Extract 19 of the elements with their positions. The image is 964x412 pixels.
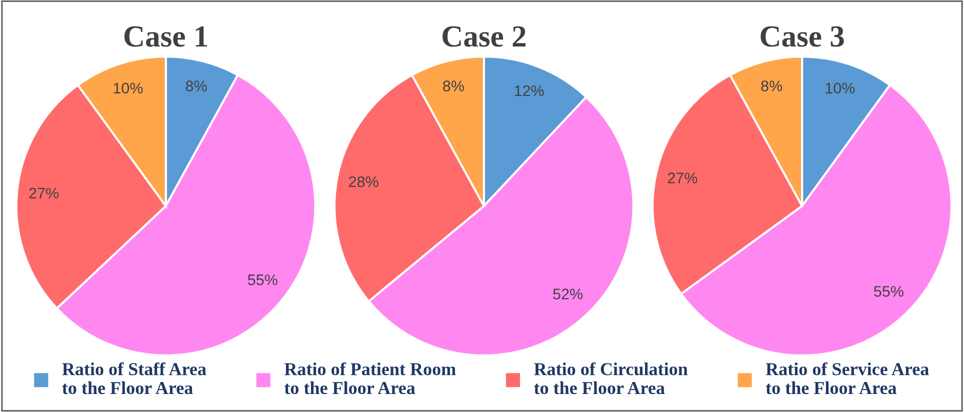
data-label: 52% xyxy=(553,288,583,300)
data-label: 55% xyxy=(874,286,904,297)
legend-label: Ratio of Circulation to the Floor Area xyxy=(534,362,688,394)
data-label: 27% xyxy=(29,188,59,199)
chart-title: Case 2 xyxy=(442,26,526,47)
chart-title: Case 3 xyxy=(760,26,844,47)
data-label: 8% xyxy=(761,80,782,92)
data-label: 10% xyxy=(114,82,143,94)
data-label: 12% xyxy=(514,85,544,96)
legend-label: Ratio of Staff Area to the Floor Area xyxy=(62,362,206,394)
data-label: 55% xyxy=(248,274,278,286)
chart-title: Case 1 xyxy=(124,26,208,47)
data-label: 27% xyxy=(668,172,698,184)
data-label: 8% xyxy=(186,80,207,92)
legend-label: Ratio of Patient Room to the Floor Area xyxy=(284,362,456,394)
legend-label: Ratio of Service Area to the Floor Area xyxy=(766,362,929,394)
data-label: 10% xyxy=(826,82,855,94)
data-label: 8% xyxy=(443,80,464,92)
data-label: 28% xyxy=(349,176,378,188)
